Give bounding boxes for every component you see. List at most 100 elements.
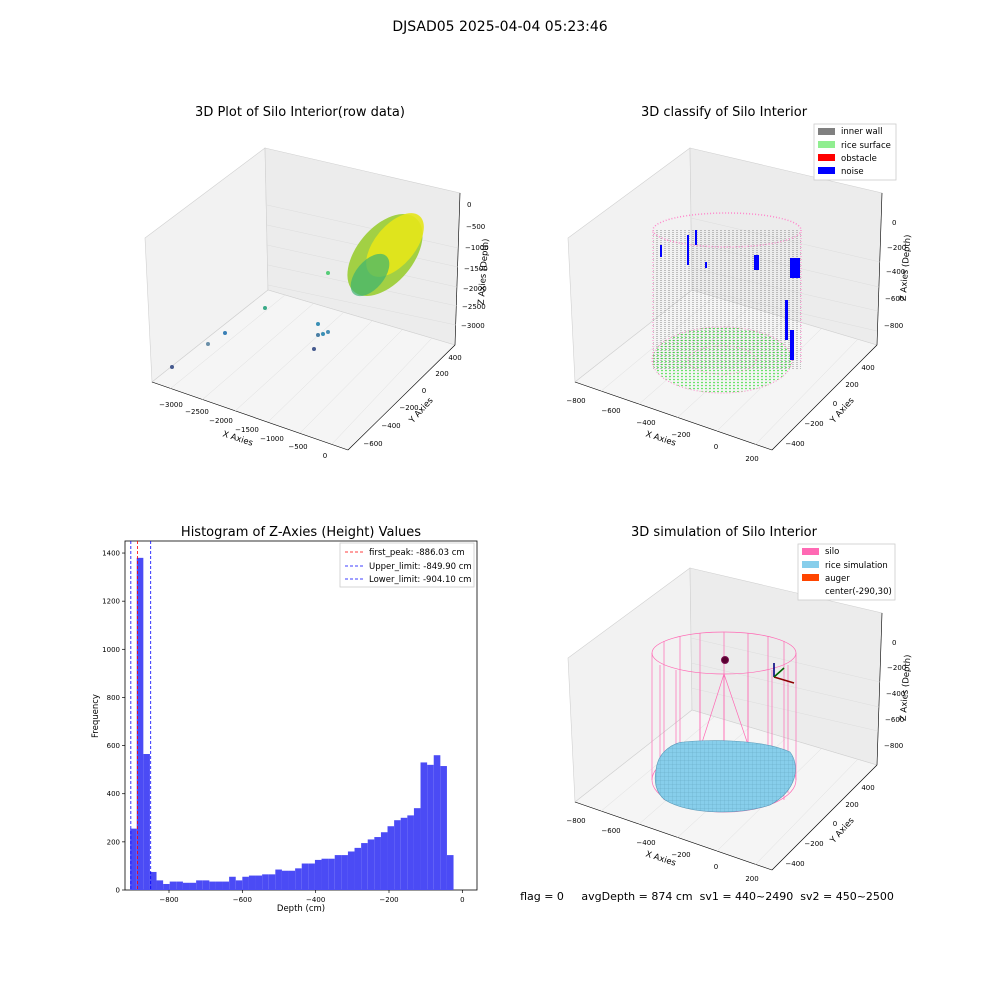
- raw-y-ticks: 400 200 0 −200 −400 −600: [363, 354, 461, 448]
- legend-silo-swatch: [802, 548, 819, 555]
- classify-silo-cloud: [651, 212, 802, 394]
- histogram-y-tick-label: 1000: [102, 646, 120, 654]
- legend-obstacle-swatch: [818, 154, 835, 161]
- histogram-x-tick-label: 0: [460, 896, 464, 904]
- histogram-bar: [427, 764, 434, 890]
- histogram-bar: [182, 882, 190, 890]
- svg-text:−600: −600: [363, 440, 382, 448]
- svg-text:200: 200: [435, 370, 448, 378]
- histogram-bar: [446, 855, 454, 890]
- svg-text:−400: −400: [636, 839, 655, 847]
- histogram-bar: [176, 881, 183, 890]
- legend-upper-limit: Upper_limit: -849.90 cm: [369, 562, 472, 572]
- classify-legend: inner wall rice surface obstacle noise: [813, 123, 897, 181]
- histogram-bar: [440, 766, 447, 890]
- histogram-y-tick-label: 0: [116, 887, 120, 895]
- histogram-bar: [321, 858, 329, 890]
- svg-text:−1000: −1000: [260, 435, 284, 443]
- histogram-y-label: Frequency: [91, 694, 101, 738]
- histogram-bar: [354, 847, 362, 890]
- raw-panel-title: 3D Plot of Silo Interior(row data): [195, 105, 405, 120]
- simulation-x-ticks: −800 −600 −400 −200 0 200: [566, 817, 758, 883]
- svg-text:−800: −800: [566, 397, 585, 405]
- raw-z-label: Z Axies (Depth): [477, 238, 492, 305]
- histogram-bar: [413, 808, 421, 890]
- svg-text:200: 200: [845, 801, 858, 809]
- histogram-bar: [394, 820, 401, 890]
- svg-text:−400: −400: [886, 690, 905, 698]
- svg-text:−200: −200: [671, 431, 690, 439]
- histogram-bar: [341, 855, 348, 890]
- svg-text:200: 200: [845, 381, 858, 389]
- histogram-bar: [288, 870, 296, 890]
- histogram-x-tick-label: −800: [159, 896, 178, 904]
- classify-z-ticks: 0 −200 −400 −600 −800: [884, 219, 906, 330]
- raw-z-ticks: 0 −500 −1000 −1500 −2000 −2500 −3000: [461, 201, 489, 330]
- histogram-panel: Histogram of Z-Axies (Height) Values −80…: [91, 525, 478, 914]
- histogram-bar: [222, 881, 230, 890]
- histogram-reference-lines: [130, 541, 152, 890]
- svg-text:−400: −400: [636, 419, 655, 427]
- histogram-bar: [275, 869, 282, 890]
- svg-text:Z Axies (Depth): Z Axies (Depth): [899, 654, 914, 721]
- legend-rice-surface-swatch: [818, 141, 835, 148]
- svg-text:−2000: −2000: [463, 285, 487, 293]
- histogram-bar: [420, 762, 428, 890]
- histogram-legend: first_peak: -886.03 cm Upper_limit: -849…: [339, 542, 475, 588]
- svg-text:400: 400: [861, 784, 874, 792]
- svg-text:auger: auger: [825, 574, 850, 584]
- svg-text:−200: −200: [804, 840, 823, 848]
- histogram-bar: [163, 883, 170, 890]
- svg-text:−800: −800: [566, 817, 585, 825]
- simulation-legend: silo rice simulation auger center(-290,3…: [797, 543, 896, 601]
- svg-text:200: 200: [745, 875, 758, 883]
- svg-text:inner wall: inner wall: [841, 127, 882, 137]
- svg-text:−400: −400: [785, 440, 804, 448]
- svg-text:400: 400: [861, 364, 874, 372]
- histogram-bar: [229, 876, 236, 890]
- svg-text:center(-290,30): center(-290,30): [825, 587, 892, 597]
- svg-text:0: 0: [714, 863, 718, 871]
- svg-text:−600: −600: [885, 716, 904, 724]
- svg-text:−200: −200: [887, 244, 906, 252]
- histogram-bar: [314, 859, 322, 890]
- histogram-bar: [196, 880, 203, 890]
- svg-text:0: 0: [467, 201, 471, 209]
- histogram-bar: [169, 881, 177, 890]
- svg-text:obstacle: obstacle: [841, 154, 877, 164]
- classify-x-ticks: −800 −600 −400 −200 0 200: [566, 397, 758, 463]
- legend-first-peak: first_peak: -886.03 cm: [369, 548, 465, 558]
- legend-auger-swatch: [802, 574, 819, 581]
- legend-lower-limit: Lower_limit: -904.10 cm: [369, 575, 471, 585]
- histogram-bar: [209, 881, 216, 890]
- svg-text:−1000: −1000: [465, 244, 489, 252]
- svg-text:−200: −200: [804, 420, 823, 428]
- svg-text:0: 0: [422, 387, 426, 395]
- simulation-rice-surface: [654, 740, 796, 813]
- auger-marker: [721, 656, 729, 664]
- raw-x-ticks: −3000 −2500 −2000 −1500 −1000 −500 0: [159, 401, 327, 460]
- legend-rice-simulation-swatch: [802, 561, 819, 568]
- histogram-bar: [248, 875, 256, 890]
- classify-y-ticks: 400 200 0 −200 −400: [785, 364, 874, 448]
- histogram-title: Histogram of Z-Axies (Height) Values: [181, 525, 421, 540]
- simulation-y-ticks: 400 200 0 −200 −400: [785, 784, 874, 868]
- svg-text:−2500: −2500: [185, 408, 209, 416]
- svg-text:0: 0: [833, 820, 837, 828]
- svg-text:−1500: −1500: [235, 426, 259, 434]
- histogram-bar: [149, 871, 157, 890]
- histogram-bar: [242, 876, 249, 890]
- svg-text:−400: −400: [381, 422, 400, 430]
- histogram-bar: [308, 863, 315, 890]
- svg-text:−400: −400: [785, 860, 804, 868]
- svg-text:0: 0: [892, 639, 896, 647]
- histogram-bar: [189, 882, 197, 890]
- histogram-bar: [130, 828, 137, 890]
- histogram-y-tick-label: 400: [107, 790, 120, 798]
- histogram-bar: [380, 832, 388, 890]
- svg-text:−200: −200: [887, 664, 906, 672]
- histogram-x-tick-label: −600: [233, 896, 252, 904]
- histogram-bar: [262, 874, 269, 890]
- svg-text:−600: −600: [885, 295, 904, 303]
